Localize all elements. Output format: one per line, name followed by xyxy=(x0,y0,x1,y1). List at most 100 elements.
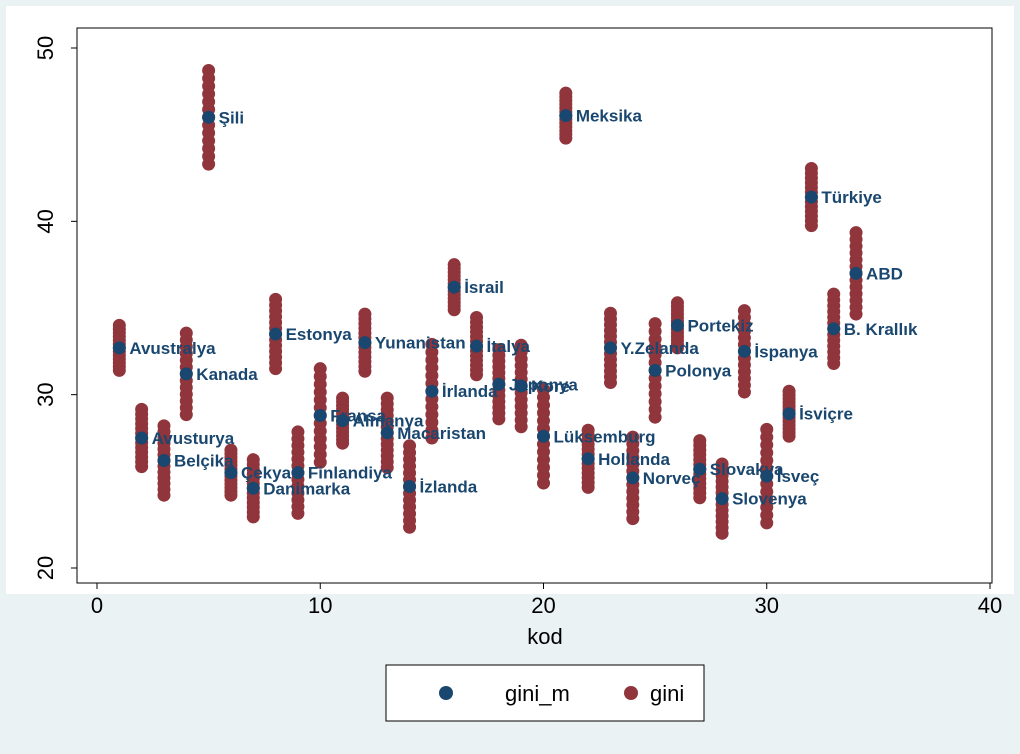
country-label: Macaristan xyxy=(397,424,486,443)
gini-point xyxy=(358,307,372,321)
country-label: Slovenya xyxy=(732,490,807,509)
gini-point xyxy=(581,423,595,437)
gini-point xyxy=(112,318,126,332)
country-label: Şili xyxy=(219,108,245,127)
gini-point xyxy=(380,391,394,405)
gini-m-point xyxy=(670,318,684,332)
legend: gini_m gini xyxy=(385,664,705,722)
country-label: Yunanistan xyxy=(375,334,466,353)
gini-m-point xyxy=(313,408,327,422)
legend-label-gini-m: gini_m xyxy=(505,681,570,706)
gini-m-point xyxy=(581,452,595,466)
gini-point xyxy=(537,382,550,396)
gini-m-point xyxy=(425,384,439,398)
gini-m-point xyxy=(537,429,550,443)
x-tick-label: 10 xyxy=(308,593,332,618)
gini-point xyxy=(313,362,327,376)
country-label: Çekya xyxy=(241,464,292,483)
y-tick-label: 40 xyxy=(33,209,58,233)
gini-m-point xyxy=(648,363,662,377)
x-tick-label: 0 xyxy=(91,593,103,618)
x-tick-label: 20 xyxy=(531,593,555,618)
gini-m-point xyxy=(112,341,126,355)
gini-point xyxy=(336,391,350,405)
gini-point xyxy=(135,402,149,416)
gini-m-point xyxy=(358,336,372,350)
legend-marker-gini xyxy=(624,686,638,700)
x-tick-label: 30 xyxy=(755,593,779,618)
country-label: Finlandiya xyxy=(308,464,393,483)
legend-label-gini: gini xyxy=(650,681,684,706)
gini-m-point xyxy=(403,480,417,494)
country-label: İrlanda xyxy=(442,382,498,401)
legend-marker-gini-m xyxy=(439,686,453,700)
gini-m-point xyxy=(135,431,149,445)
gini-point xyxy=(782,384,796,398)
gini-point xyxy=(157,419,171,433)
gini-m-point xyxy=(224,466,238,480)
gini-point xyxy=(715,457,729,471)
gini-point xyxy=(603,306,617,320)
country-label: Y.Zelanda xyxy=(620,339,699,358)
gini-m-point xyxy=(246,481,260,495)
country-label: Estonya xyxy=(286,325,353,344)
country-label: Polonya xyxy=(665,361,732,380)
country-label: İtalya xyxy=(487,337,531,356)
gini-point xyxy=(670,296,684,310)
country-label: Portekiz xyxy=(687,316,753,335)
gini-m-point xyxy=(559,109,573,123)
gini-m-point xyxy=(804,190,818,204)
country-label: İspanya xyxy=(754,342,818,361)
country-label: Hollanda xyxy=(598,450,670,469)
gini-point xyxy=(559,86,573,100)
country-label: Kanada xyxy=(196,365,258,384)
gini-point xyxy=(626,430,640,444)
y-tick-label: 30 xyxy=(33,382,58,406)
gini-m-point xyxy=(179,367,193,381)
country-label: İsviçre xyxy=(799,405,853,424)
gini-m-point xyxy=(492,377,506,391)
gini-point xyxy=(804,161,818,175)
gini-m-point xyxy=(447,280,461,294)
gini-point xyxy=(514,338,528,352)
gini-point xyxy=(269,292,283,306)
gini-m-point xyxy=(380,426,394,440)
gini-m-point xyxy=(693,462,707,476)
gini-m-point xyxy=(849,266,863,280)
gini-point xyxy=(492,343,506,357)
gini-m-point xyxy=(715,492,729,506)
gini-point xyxy=(827,287,841,301)
gini-m-point xyxy=(269,327,283,341)
country-label: Slovakya xyxy=(710,460,784,479)
country-label: B. Krallık xyxy=(844,320,918,339)
gini-m-point xyxy=(514,379,528,393)
gini-m-point xyxy=(827,322,841,336)
gini-m-point xyxy=(603,341,617,355)
gini-m-point xyxy=(470,339,484,353)
country-label: Meksika xyxy=(576,107,643,126)
gini-m-point xyxy=(336,414,350,428)
gini-point xyxy=(648,317,662,331)
country-label: Fransa xyxy=(330,406,386,425)
gini-point xyxy=(425,337,439,351)
gini-m-point xyxy=(291,466,305,480)
gini-point xyxy=(693,434,707,448)
gini-m-point xyxy=(626,471,640,485)
gini-point xyxy=(737,304,751,318)
gini-m-point xyxy=(782,407,796,421)
country-label: ABD xyxy=(866,264,903,283)
x-tick-label: 40 xyxy=(978,593,1002,618)
gini-point xyxy=(760,422,774,436)
y-tick-label: 20 xyxy=(33,556,58,580)
country-label: Avusturya xyxy=(152,429,235,448)
gini-point xyxy=(447,258,461,272)
gini-point xyxy=(849,226,863,240)
gini-m-point xyxy=(737,344,751,358)
country-label: Belçika xyxy=(174,452,234,471)
country-label: Japonya xyxy=(509,375,579,394)
country-label: Danimarka xyxy=(263,479,350,498)
country-label: Avustralya xyxy=(129,339,216,358)
gini-point xyxy=(470,311,484,325)
